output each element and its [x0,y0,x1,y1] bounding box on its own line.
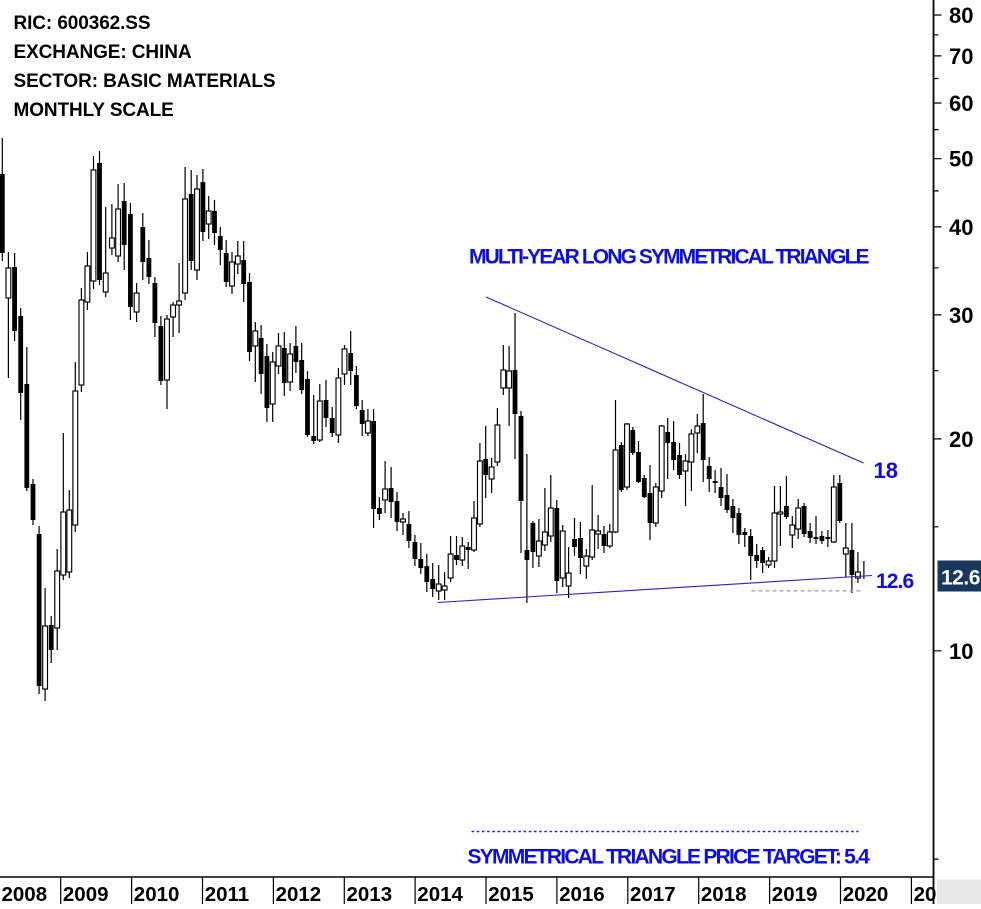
svg-text:50: 50 [949,147,973,172]
svg-text:20: 20 [949,427,973,452]
svg-text:70: 70 [949,44,973,69]
svg-text:60: 60 [949,91,973,116]
svg-text:MONTHLY SCALE: MONTHLY SCALE [14,100,174,121]
svg-text:12.6: 12.6 [941,567,980,590]
svg-text:2016: 2016 [559,883,605,904]
svg-text:10: 10 [949,639,973,664]
svg-text:2009: 2009 [63,883,109,904]
svg-text:80: 80 [949,3,973,28]
svg-text:30: 30 [949,303,973,328]
svg-text:2020: 2020 [843,883,889,904]
svg-text:2012: 2012 [276,883,322,904]
svg-text:12.6: 12.6 [876,570,913,593]
svg-text:18: 18 [874,458,898,483]
svg-text:SECTOR: BASIC MATERIALS: SECTOR: BASIC MATERIALS [14,71,276,92]
svg-text:40: 40 [949,215,973,240]
svg-text:MULTI-YEAR LONG SYMMETRICAL TR: MULTI-YEAR LONG SYMMETRICAL TRIANGLE [469,245,870,268]
svg-text:EXCHANGE: CHINA: EXCHANGE: CHINA [14,42,192,63]
svg-text:2018: 2018 [701,883,747,904]
svg-text:20: 20 [914,883,937,904]
svg-text:2013: 2013 [347,883,393,904]
svg-text:2019: 2019 [772,883,818,904]
svg-text:2008: 2008 [2,883,48,904]
svg-text:2010: 2010 [134,883,180,904]
svg-text:RIC: 600362.SS: RIC: 600362.SS [14,13,151,34]
svg-text:2014: 2014 [417,883,463,904]
svg-text:2017: 2017 [630,883,676,904]
svg-text:SYMMETRICAL TRIANGLE PRICE TAR: SYMMETRICAL TRIANGLE PRICE TARGET: 5.4 [468,845,871,868]
svg-text:2015: 2015 [488,883,534,904]
svg-text:2011: 2011 [205,883,249,904]
